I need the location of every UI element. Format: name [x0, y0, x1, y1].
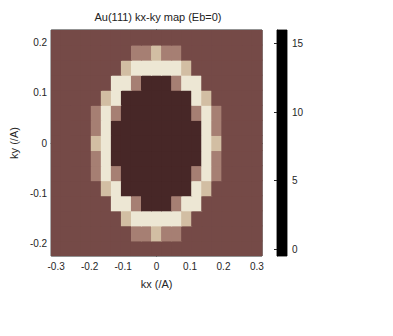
svg-text:5: 5: [292, 175, 298, 186]
svg-text:0.1: 0.1: [33, 87, 47, 98]
svg-text:-0.1: -0.1: [30, 188, 48, 199]
svg-text:15: 15: [292, 38, 304, 49]
svg-text:Au(111) kx-ky map (Eb=0): Au(111) kx-ky map (Eb=0): [94, 11, 221, 23]
svg-text:-0.1: -0.1: [114, 261, 132, 272]
svg-text:0: 0: [154, 261, 160, 272]
svg-text:0.2: 0.2: [33, 37, 47, 48]
svg-text:10: 10: [292, 107, 304, 118]
svg-text:0: 0: [42, 138, 48, 149]
svg-text:kx (/A): kx (/A): [141, 278, 173, 290]
svg-text:0.1: 0.1: [183, 261, 197, 272]
svg-text:0.2: 0.2: [217, 261, 231, 272]
svg-text:ky (/A): ky (/A): [8, 127, 20, 159]
svg-text:0.3: 0.3: [250, 261, 264, 272]
svg-text:0: 0: [292, 244, 298, 255]
svg-text:-0.2: -0.2: [30, 238, 48, 249]
svg-text:-0.2: -0.2: [81, 261, 99, 272]
svg-text:-0.3: -0.3: [48, 261, 66, 272]
